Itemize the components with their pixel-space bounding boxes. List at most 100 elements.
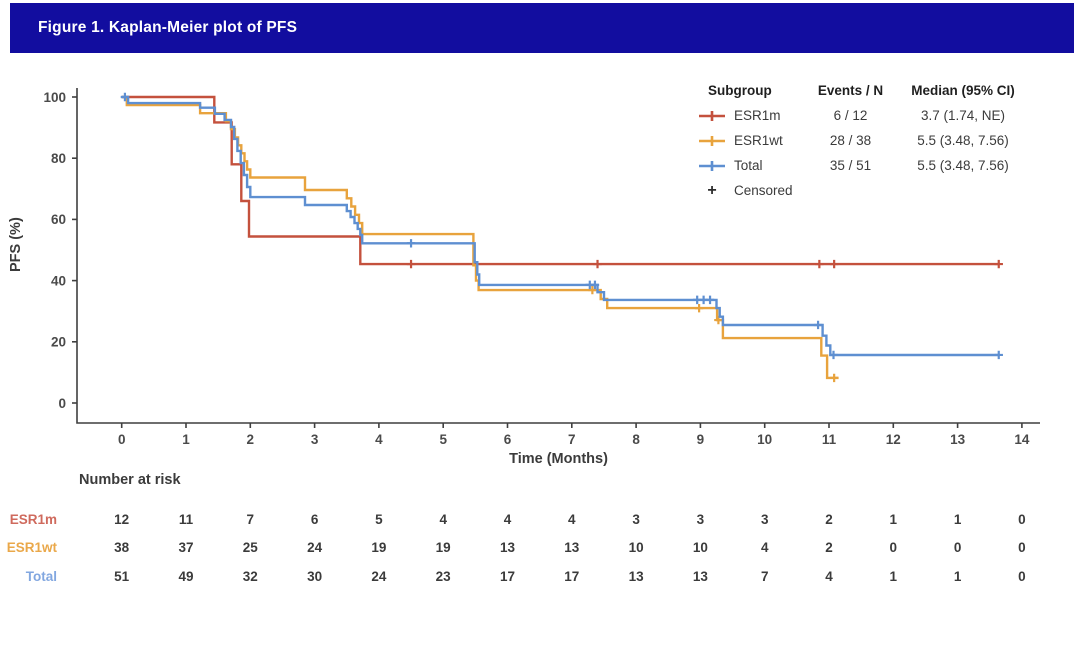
risk-value: 0: [1018, 540, 1026, 555]
x-tick-label: 0: [118, 432, 126, 447]
censor-mark-total: [590, 280, 600, 290]
risk-value: 2: [825, 512, 833, 527]
risk-value: 3: [761, 512, 769, 527]
risk-value: 10: [629, 540, 644, 555]
km-curve-esr1wt: [121, 95, 839, 380]
y-axis-title: PFS (%): [8, 217, 24, 273]
risk-value: 4: [504, 512, 512, 527]
risk-value: 10: [693, 540, 708, 555]
censor-mark-esr1wt: [714, 315, 723, 325]
censor-mark-esr1m: [593, 259, 602, 269]
y-tick-label: 40: [51, 273, 66, 288]
x-tick-label: 4: [375, 432, 383, 447]
legend-events-total: 35 / 51: [829, 158, 872, 173]
x-tick-label: 2: [247, 432, 255, 447]
legend-row-esr1wt: ESR1wt: [693, 133, 808, 148]
x-tick-label: 3: [311, 432, 319, 447]
risk-value: 5: [375, 512, 383, 527]
x-tick-label: 7: [568, 432, 576, 447]
x-tick-label: 1: [182, 432, 190, 447]
risk-value: 30: [307, 569, 322, 584]
risk-value: 13: [500, 540, 516, 555]
censor-mark-total: [994, 350, 1003, 360]
legend-events-esr1m: 6 / 12: [833, 108, 868, 123]
total-line-marker-icon: [699, 160, 725, 171]
y-tick-label: 100: [43, 90, 66, 105]
censor-mark-esr1m: [815, 259, 824, 269]
legend-row-censored: + Censored: [693, 181, 808, 199]
risk-value: 38: [114, 540, 130, 555]
risk-value: 7: [761, 569, 769, 584]
censored-plus-icon: +: [707, 181, 717, 199]
km-curve-esr1m: [121, 95, 999, 266]
risk-value: 17: [564, 569, 579, 584]
risk-value: 37: [178, 540, 193, 555]
risk-value: 51: [114, 569, 130, 584]
risk-value: 23: [436, 569, 452, 584]
risk-value: 24: [307, 540, 323, 555]
x-tick-label: 6: [504, 432, 512, 447]
censor-mark-esr1m: [829, 259, 839, 269]
y-tick-label: 20: [51, 335, 66, 350]
number-at-risk-title: Number at risk: [79, 472, 181, 488]
censor-mark-total: [813, 320, 823, 330]
legend-median-total: 5.5 (3.48, 7.56): [917, 158, 1009, 173]
censor-mark-total: [120, 92, 130, 102]
risk-value: 1: [954, 569, 962, 584]
x-tick-label: 11: [822, 432, 837, 447]
figure-title-bar: Figure 1. Kaplan-Meier plot of PFS: [10, 3, 1074, 53]
censor-mark-total: [705, 295, 715, 305]
risk-value: 25: [243, 540, 259, 555]
risk-value: 13: [629, 569, 645, 584]
risk-value: 13: [564, 540, 580, 555]
risk-value: 0: [890, 540, 898, 555]
x-tick-label: 13: [950, 432, 966, 447]
legend-label-esr1m: ESR1m: [734, 108, 781, 123]
censor-mark-esr1wt: [588, 285, 597, 295]
risk-value: 19: [371, 540, 386, 555]
legend-events-esr1wt: 28 / 38: [829, 133, 872, 148]
risk-value: 1: [890, 512, 898, 527]
risk-value: 0: [1018, 569, 1026, 584]
risk-value: 17: [500, 569, 515, 584]
risk-value: 6: [311, 512, 319, 527]
censor-mark-esr1m: [994, 259, 1003, 269]
legend-median-esr1wt: 5.5 (3.48, 7.56): [917, 133, 1009, 148]
km-curve-total: [121, 95, 999, 357]
risk-value: 49: [178, 569, 193, 584]
risk-row-label-total: Total: [26, 569, 57, 584]
risk-value: 0: [954, 540, 962, 555]
risk-value: 2: [825, 540, 833, 555]
y-tick-label: 60: [51, 212, 66, 227]
censor-mark-esr1wt: [829, 373, 839, 383]
risk-value: 4: [825, 569, 833, 584]
risk-value: 13: [693, 569, 709, 584]
y-tick-label: 0: [58, 396, 66, 411]
x-tick-label: 14: [1014, 432, 1030, 447]
risk-value: 7: [247, 512, 255, 527]
x-tick-label: 9: [697, 432, 705, 447]
risk-value: 4: [761, 540, 769, 555]
risk-row-label-esr1wt: ESR1wt: [7, 540, 58, 555]
x-tick-label: 10: [757, 432, 772, 447]
censor-mark-esr1wt: [694, 303, 704, 313]
risk-value: 1: [890, 569, 898, 584]
esr1wt-line-marker-icon: [699, 135, 725, 146]
legend-label-total: Total: [734, 158, 763, 173]
legend-row-esr1m: ESR1m: [693, 108, 808, 123]
risk-value: 3: [697, 512, 705, 527]
risk-value: 3: [632, 512, 640, 527]
risk-value: 19: [436, 540, 451, 555]
censor-mark-total: [406, 239, 416, 248]
risk-value: 0: [1018, 512, 1026, 527]
legend-label-esr1wt: ESR1wt: [734, 133, 783, 148]
axes: [76, 88, 1040, 424]
risk-value: 12: [114, 512, 129, 527]
legend-header-subgroup: Subgroup: [708, 83, 772, 98]
legend-median-esr1m: 3.7 (1.74, NE): [920, 108, 1006, 123]
legend-header-median: Median (95% CI): [911, 83, 1015, 98]
risk-value: 24: [371, 569, 387, 584]
legend-row-total: Total: [693, 158, 808, 173]
risk-value: 32: [243, 569, 258, 584]
